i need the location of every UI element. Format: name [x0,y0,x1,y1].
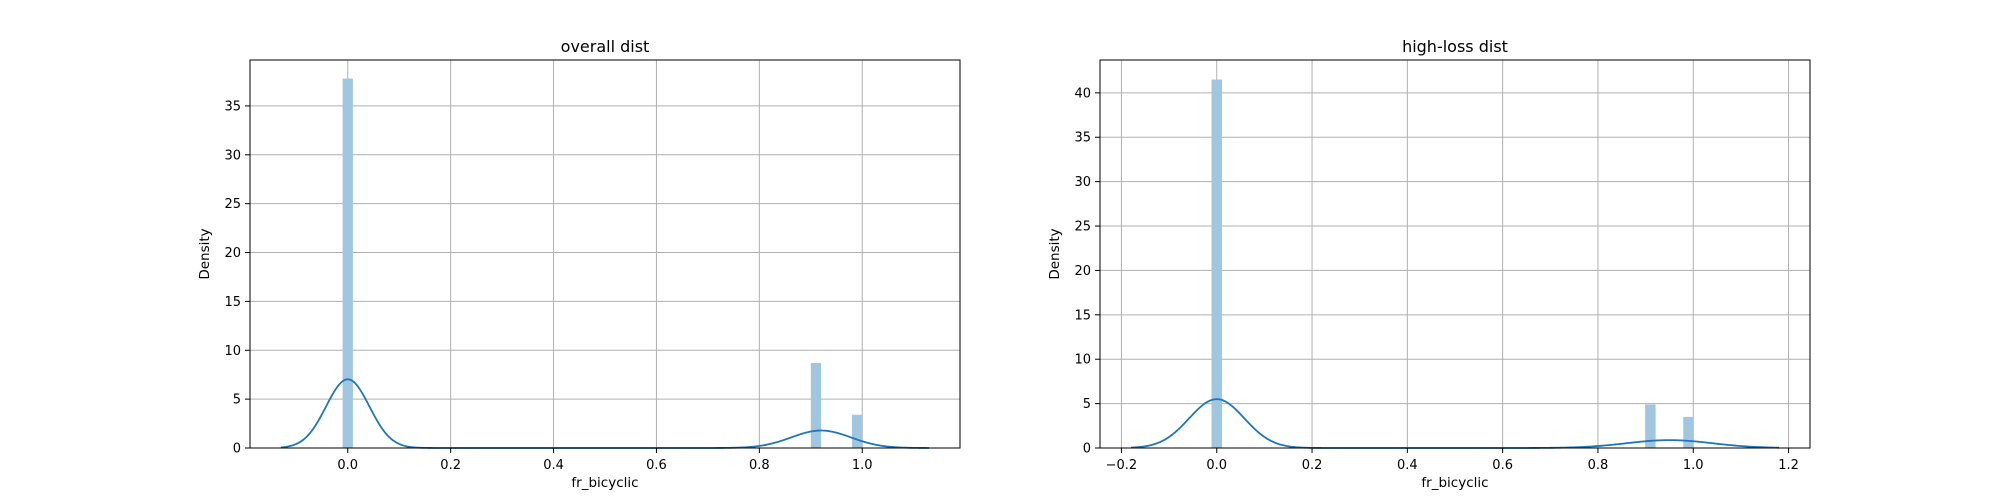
x-tick-label: 0.2 [440,458,461,473]
histogram-bar [1683,416,1694,448]
x-tick-label: 0.2 [1302,458,1323,473]
y-axis-label: Density [197,228,213,279]
y-tick-label: 15 [224,295,241,310]
y-tick-label: 25 [1074,220,1091,235]
x-tick-label: 0.8 [1588,458,1609,473]
y-tick-label: 15 [1074,308,1091,323]
y-tick-label: 40 [1074,86,1091,101]
y-tick-label: 30 [224,148,241,163]
y-tick-label: 25 [224,197,241,212]
x-tick-label: −0.2 [1106,458,1138,473]
x-tick-label: 0.4 [543,458,564,473]
kde-curve [280,378,930,449]
histogram-bar [342,78,353,448]
y-tick-label: 35 [1074,131,1091,146]
x-tick-label: 0.6 [646,458,667,473]
x-tick-label: 1.0 [1683,458,1704,473]
histogram-bar [1645,404,1656,448]
histogram-bar [851,414,863,448]
y-tick-label: 10 [224,344,241,359]
y-tick-label: 30 [1074,175,1091,190]
chart-title: high-loss dist [1402,37,1508,56]
chart-panel-2: −0.2 0.0 0.2 0.4 0.6 0.8 1.0 1.2 0 5 10 15 20 25 30 35 4… [1047,37,1811,491]
y-tick-label: 5 [1083,397,1091,412]
histogram-bar [1211,79,1222,449]
x-axis-label: fr_bicyclic [571,475,638,491]
chart-title: overall dist [561,37,650,56]
y-tick-label: 10 [1074,353,1091,368]
y-tick-label: 20 [224,246,241,261]
axes-frame [249,59,961,449]
x-tick-label: 0.0 [1206,458,1227,473]
y-tick-label: 0 [1083,442,1091,457]
y-tick-label: 35 [224,99,241,114]
x-tick-label: 1.0 [852,458,873,473]
x-tick-label: 0.6 [1492,458,1513,473]
x-tick-label: 0.4 [1397,458,1418,473]
x-tick-label: 1.2 [1778,458,1799,473]
chart-panel-1: 0.0 0.2 0.4 0.6 0.8 1.0 0 5 10 15 20 25 30 35 overall … [197,37,961,491]
axes-frame [1099,59,1811,449]
y-tick-label: 20 [1074,264,1091,279]
y-tick-label: 5 [233,393,241,408]
y-axis-label: Density [1047,228,1063,279]
x-axis-label: fr_bicyclic [1421,475,1488,491]
x-tick-label: 0.8 [749,458,770,473]
x-tick-label: 0.0 [337,458,358,473]
kde-curve [1130,398,1780,449]
y-tick-label: 0 [233,442,241,457]
histogram-bar [810,362,822,448]
